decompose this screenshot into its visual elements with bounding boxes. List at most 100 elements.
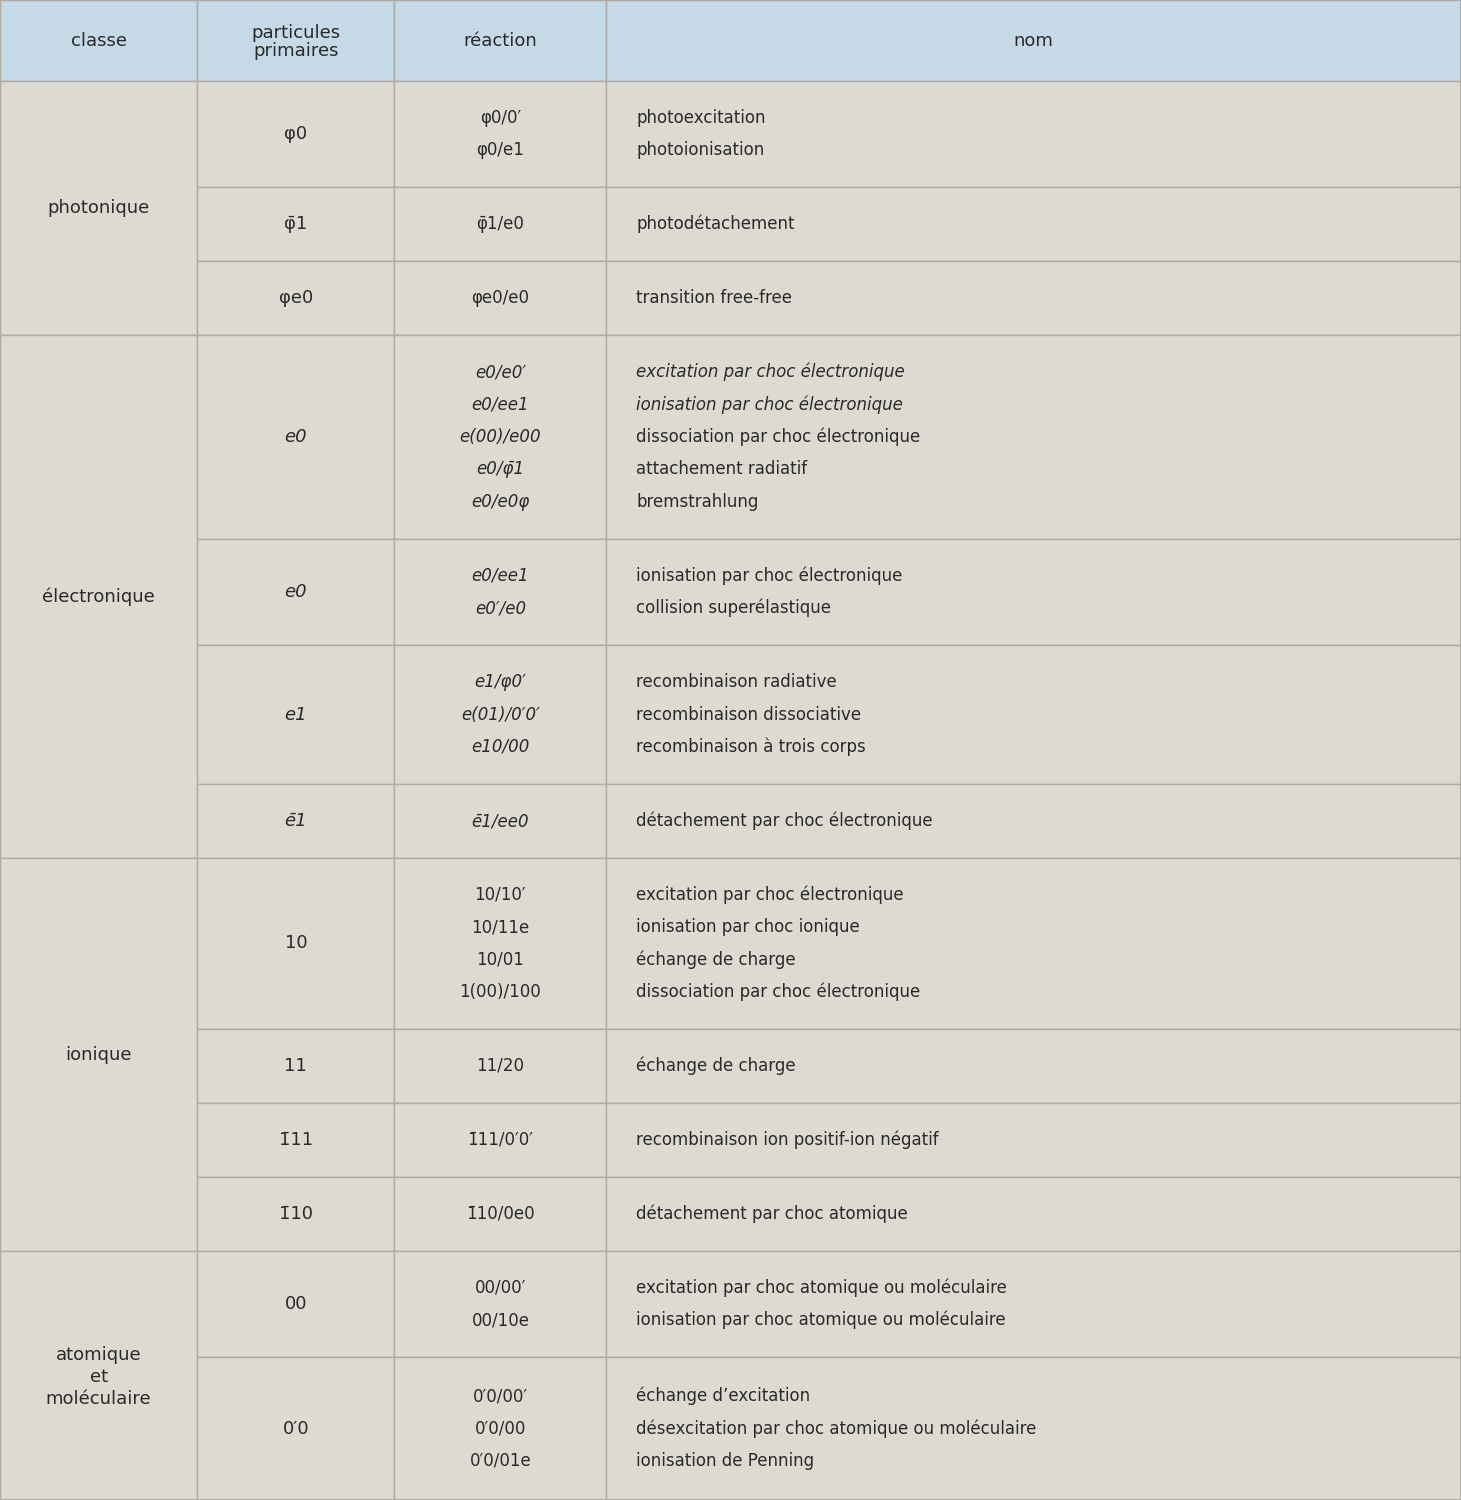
Text: excitation par choc atomique ou moléculaire: excitation par choc atomique ou molécula… [637, 1278, 1007, 1298]
Bar [197, 784, 394, 858]
Bar [394, 81, 606, 188]
Text: photoexcitation: photoexcitation [637, 110, 766, 128]
Bar [197, 1029, 394, 1102]
Text: e(01)/0′0′: e(01)/0′0′ [462, 705, 539, 723]
Text: 11: 11 [285, 1058, 307, 1076]
Text: φe0/e0: φe0/e0 [472, 290, 529, 308]
Text: primaires: primaires [253, 42, 339, 60]
Bar [197, 645, 394, 784]
Text: e0/e0φ: e0/e0φ [472, 494, 529, 512]
Text: particules: particules [251, 24, 340, 42]
Text: 00/00′: 00/00′ [475, 1280, 526, 1298]
Text: détachement par choc atomique: détachement par choc atomique [637, 1204, 909, 1224]
Text: ionique: ionique [66, 1046, 131, 1064]
Bar [394, 0, 606, 81]
Text: e0/ee1: e0/ee1 [472, 567, 529, 585]
Text: 1(00)/100: 1(00)/100 [460, 982, 541, 1000]
Text: 10/10′: 10/10′ [475, 886, 526, 904]
Text: attachement radiatif: attachement radiatif [637, 460, 808, 478]
Text: ionisation par choc atomique ou moléculaire: ionisation par choc atomique ou molécula… [637, 1311, 1007, 1329]
Bar [197, 1251, 394, 1358]
Text: 10: 10 [285, 934, 307, 952]
Text: échange de charge: échange de charge [637, 951, 796, 969]
Bar [606, 261, 1461, 334]
Bar [394, 645, 606, 784]
Text: e0: e0 [285, 584, 307, 602]
Text: échange d’excitation: échange d’excitation [637, 1388, 811, 1406]
Text: e1: e1 [285, 705, 307, 723]
Bar [606, 1251, 1461, 1358]
Text: e1/φ0′: e1/φ0′ [475, 674, 526, 692]
Text: e0: e0 [285, 427, 307, 445]
Text: photonique: photonique [48, 200, 149, 217]
Text: ē1: ē1 [285, 812, 307, 830]
Text: recombinaison à trois corps: recombinaison à trois corps [637, 738, 866, 756]
Text: 1̄10/0e0: 1̄10/0e0 [466, 1204, 535, 1222]
Bar [606, 1358, 1461, 1500]
Text: transition free-free: transition free-free [637, 290, 792, 308]
Text: ē1/ee0: ē1/ee0 [472, 812, 529, 830]
Bar [197, 858, 394, 1029]
Bar [0, 334, 197, 858]
Text: ionisation par choc ionique: ionisation par choc ionique [637, 918, 861, 936]
Text: φ̄1: φ̄1 [285, 214, 307, 232]
Text: e(00)/e00: e(00)/e00 [460, 427, 541, 445]
Text: échange de charge: échange de charge [637, 1056, 796, 1076]
Text: e0/e0′: e0/e0′ [475, 363, 526, 381]
Bar [0, 1251, 197, 1500]
Bar [606, 784, 1461, 858]
Text: photoionisation: photoionisation [637, 141, 764, 159]
Text: φ0/e1: φ0/e1 [476, 141, 524, 159]
Bar [606, 1029, 1461, 1102]
Bar [394, 1251, 606, 1358]
Text: photodétachement: photodétachement [637, 214, 795, 234]
Text: dissociation par choc électronique: dissociation par choc électronique [637, 982, 920, 1002]
Bar [606, 858, 1461, 1029]
Bar [0, 858, 197, 1251]
Bar [394, 1178, 606, 1251]
Bar [394, 858, 606, 1029]
Bar [197, 188, 394, 261]
Text: ionisation par choc électronique: ionisation par choc électronique [637, 567, 903, 585]
Bar [394, 784, 606, 858]
Bar [394, 334, 606, 538]
Text: bremstrahlung: bremstrahlung [637, 494, 758, 512]
Bar [0, 0, 197, 81]
Text: et: et [89, 1368, 108, 1386]
Text: 10/11e: 10/11e [472, 918, 529, 936]
Text: e0/ee1: e0/ee1 [472, 396, 529, 414]
Text: φe0: φe0 [279, 290, 313, 308]
Bar [606, 334, 1461, 538]
Text: 0′0/00: 0′0/00 [475, 1419, 526, 1437]
Text: 0′0/00′: 0′0/00′ [473, 1388, 527, 1406]
Text: e0′/e0: e0′/e0 [475, 598, 526, 616]
Text: excitation par choc électronique: excitation par choc électronique [637, 885, 904, 904]
Bar [0, 81, 197, 334]
Bar [394, 1102, 606, 1178]
Bar [197, 334, 394, 538]
Bar [606, 645, 1461, 784]
Text: 1̄11/0′0′: 1̄11/0′0′ [468, 1131, 533, 1149]
Text: excitation par choc électronique: excitation par choc électronique [637, 363, 904, 381]
Text: 0′0/01e: 0′0/01e [469, 1452, 532, 1470]
Text: détachement par choc électronique: détachement par choc électronique [637, 812, 934, 831]
Bar [606, 81, 1461, 188]
Text: e0/φ̄1: e0/φ̄1 [476, 460, 524, 478]
Text: recombinaison ion positif-ion négatif: recombinaison ion positif-ion négatif [637, 1131, 939, 1149]
Bar [197, 1178, 394, 1251]
Bar [606, 1102, 1461, 1178]
Text: φ̄1/e0: φ̄1/e0 [476, 214, 524, 232]
Text: électronique: électronique [42, 588, 155, 606]
Bar [394, 1358, 606, 1500]
Text: moléculaire: moléculaire [45, 1390, 152, 1408]
Bar [606, 0, 1461, 81]
Bar [197, 538, 394, 645]
Text: recombinaison radiative: recombinaison radiative [637, 674, 837, 692]
Bar [197, 261, 394, 334]
Text: 1̄11: 1̄11 [279, 1131, 313, 1149]
Bar [606, 188, 1461, 261]
Bar [197, 0, 394, 81]
Bar [394, 1029, 606, 1102]
Text: ionisation par choc électronique: ionisation par choc électronique [637, 396, 903, 414]
Bar [606, 538, 1461, 645]
